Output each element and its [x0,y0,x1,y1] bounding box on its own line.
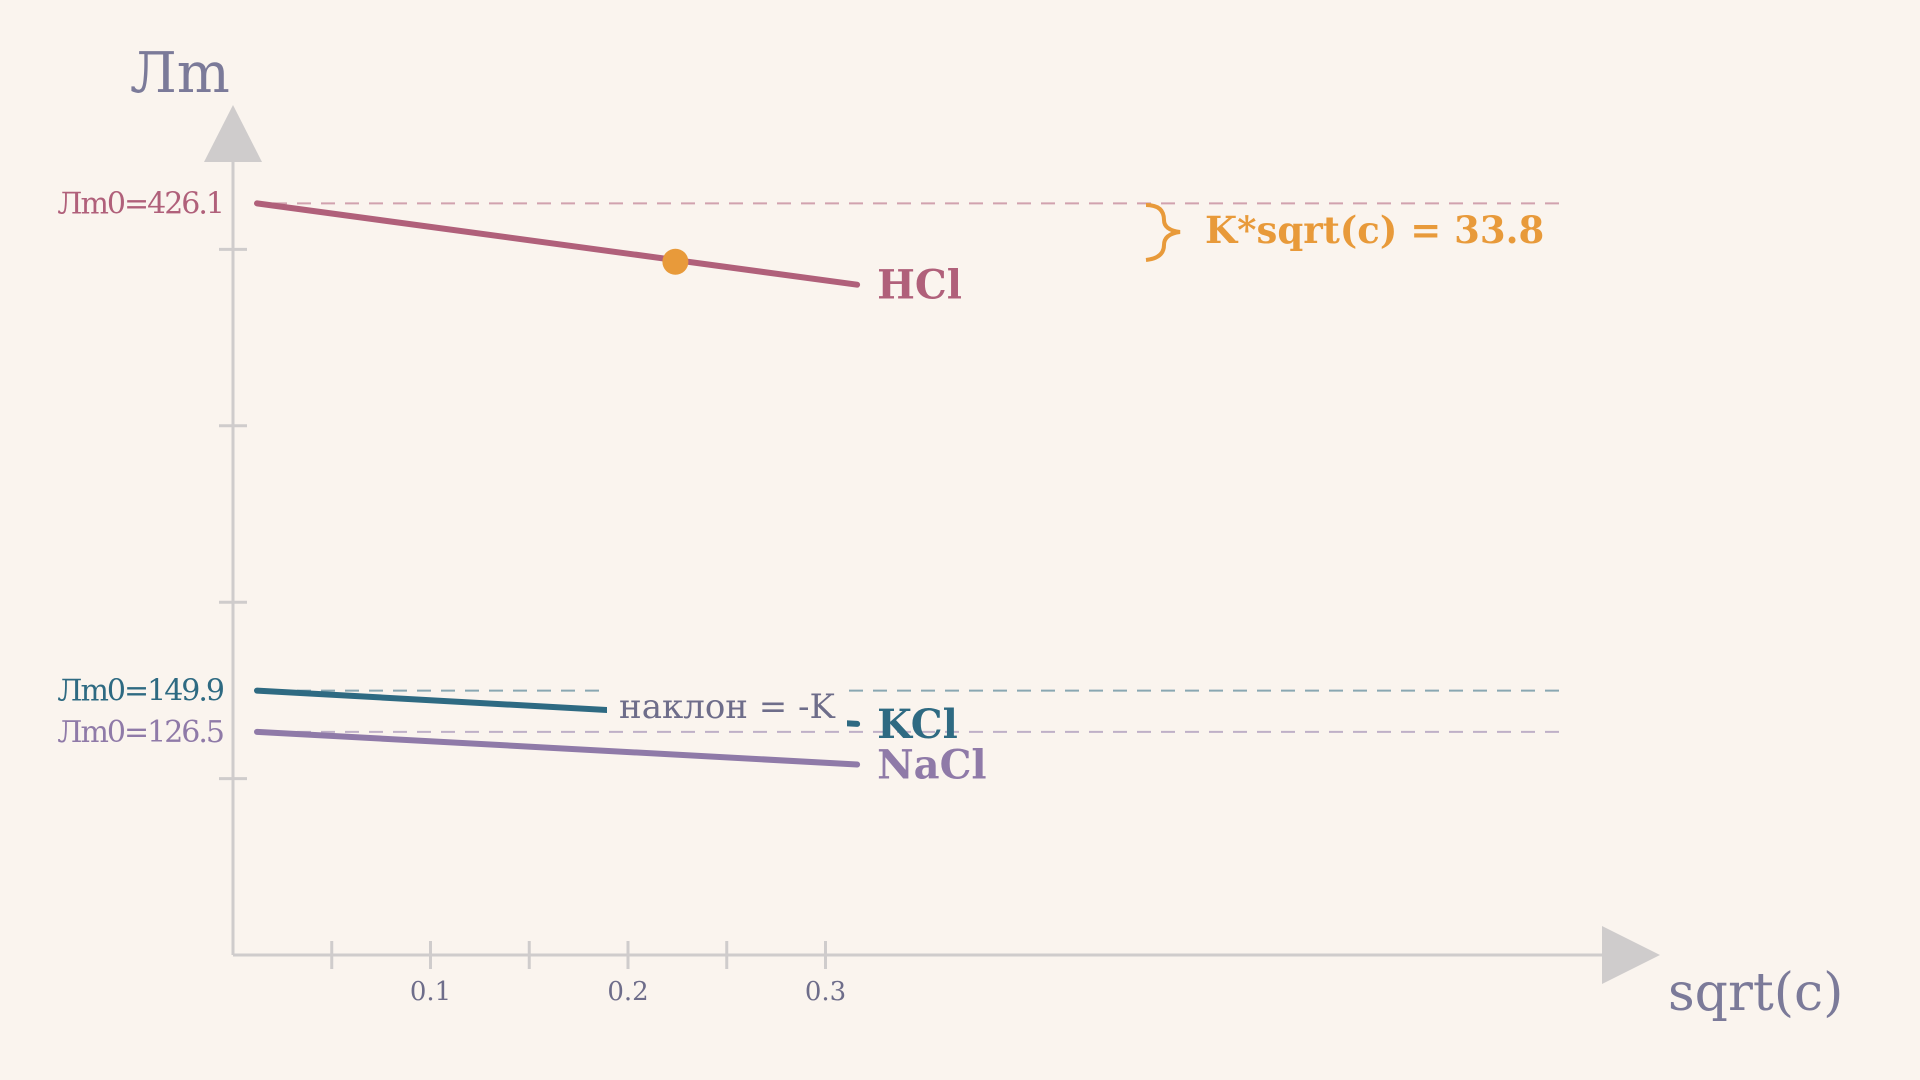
y-axis-arrow [204,105,262,162]
x-tick-label: 0.1 [410,977,451,1007]
slope-label-background [607,683,847,727]
hcl-series-label: HCl [877,262,962,309]
brace [1145,203,1181,262]
x-axis-title: sqrt(c) [1668,963,1843,1023]
nacl-intercept-label: Лm0=126.5 [57,715,223,750]
hcl-marker-point [662,248,689,275]
kcl-intercept-label: Лm0=149.9 [57,674,224,709]
y-axis-title: Лm [130,41,230,106]
hcl-line [254,200,861,288]
x-tick-label: 0.2 [607,977,648,1007]
nacl-series-label: NaCl [877,741,987,788]
x-axis-arrow [1602,926,1660,984]
k-sqrt-c-label: K*sqrt(c) = 33.8 [1205,208,1544,252]
ticks: 0.1 0.2 0.3 [219,247,846,1007]
nacl-line [254,728,861,768]
annotation-layer: K*sqrt(c) = 33.8 наклон = -K [607,203,1544,727]
kcl-series-label: KCl [877,701,958,748]
slope-label: наклон = -K [619,687,836,727]
series-layer: HCl Лm0=426.1 KCl Лm0=149.9 NaCl Лm0=126.5 [57,186,986,788]
x-tick-label: 0.3 [805,977,846,1007]
hcl-intercept-label: Лm0=426.1 [57,186,223,221]
axes [204,105,1660,984]
